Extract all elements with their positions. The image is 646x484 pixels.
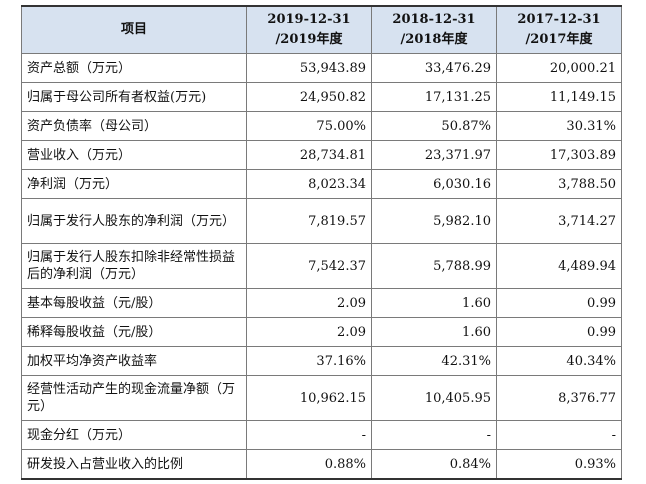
row-value: 11,149.15 — [496, 82, 622, 112]
row-label: 加权平均净资产收益率 — [21, 346, 247, 376]
row-value: 7,542.37 — [246, 243, 372, 289]
header-2017: 2017-12-31/2017年度 — [496, 5, 622, 54]
row-value: 3,788.50 — [496, 169, 622, 199]
row-value: 50.87% — [371, 111, 497, 141]
header-item: 项目 — [21, 5, 247, 54]
row-value: 5,788.99 — [371, 243, 497, 289]
row-value: 53,943.89 — [246, 53, 372, 83]
row-value: 8,023.34 — [246, 169, 372, 199]
row-value: 2.09 — [246, 288, 372, 318]
row-value: 5,982.10 — [371, 198, 497, 244]
row-value: 28,734.81 — [246, 140, 372, 170]
table-row: 研发投入占营业收入的比例 0.88% 0.84% 0.93% — [21, 449, 622, 480]
row-value: 1.60 — [371, 288, 497, 318]
row-value: 0.88% — [246, 449, 372, 480]
row-value: 24,950.82 — [246, 82, 372, 112]
header-2018: 2018-12-31/2018年度 — [371, 5, 497, 54]
financial-table-container: 项目 2019-12-31/2019年度 2018-12-31/2018年度 2… — [21, 5, 622, 480]
row-value: 23,371.97 — [371, 140, 497, 170]
table-row: 归属于发行人股东的净利润（万元） 7,819.57 5,982.10 3,714.27 — [21, 198, 622, 244]
row-value: 8,376.77 — [496, 375, 622, 421]
row-value: 0.93% — [496, 449, 622, 480]
row-value: - — [496, 420, 622, 450]
row-value: 1.60 — [371, 317, 497, 347]
row-value: 75.00% — [246, 111, 372, 141]
table-row: 归属于母公司所有者权益(万元) 24,950.82 17,131.25 11,149.… — [21, 82, 622, 112]
row-label: 归属于发行人股东的净利润（万元） — [21, 198, 247, 244]
row-value: 33,476.29 — [371, 53, 497, 83]
header-2017-date: 2017-12-31/2017年度 — [517, 12, 601, 47]
row-value: - — [371, 420, 497, 450]
row-value: 10,405.95 — [371, 375, 497, 421]
row-label: 稀释每股收益（元/股） — [21, 317, 247, 347]
row-value: 4,489.94 — [496, 243, 622, 289]
row-value: - — [246, 420, 372, 450]
table-row: 资产负债率（母公司） 75.00% 50.87% 30.31% — [21, 111, 622, 141]
row-label: 净利润（万元） — [21, 169, 247, 199]
table-row: 稀释每股收益（元/股） 2.09 1.60 0.99 — [21, 317, 622, 347]
row-label: 经营性活动产生的现金流量净额（万元） — [21, 375, 247, 421]
table-row: 净利润（万元） 8,023.34 6,030.16 3,788.50 — [21, 169, 622, 199]
row-value: 0.84% — [371, 449, 497, 480]
row-value: 17,131.25 — [371, 82, 497, 112]
row-value: 0.99 — [496, 288, 622, 318]
row-value: 0.99 — [496, 317, 622, 347]
table-row: 经营性活动产生的现金流量净额（万元） 10,962.15 10,405.95 8,37… — [21, 375, 622, 421]
table-row: 加权平均净资产收益率 37.16% 42.31% 40.34% — [21, 346, 622, 376]
row-value: 2.09 — [246, 317, 372, 347]
row-value: 20,000.21 — [496, 53, 622, 83]
financial-summary-table: 项目 2019-12-31/2019年度 2018-12-31/2018年度 2… — [21, 5, 622, 480]
table-row: 资产总额（万元） 53,943.89 33,476.29 20,000.21 — [21, 53, 622, 83]
row-label: 研发投入占营业收入的比例 — [21, 449, 247, 480]
row-label: 基本每股收益（元/股） — [21, 288, 247, 318]
row-label: 资产总额（万元） — [21, 53, 247, 83]
row-value: 40.34% — [496, 346, 622, 376]
row-label: 资产负债率（母公司） — [21, 111, 247, 141]
table-row: 归属于发行人股东扣除非经常性损益后的净利润（万元） 7,542.37 5,788.9… — [21, 243, 622, 289]
header-2018-date: 2018-12-31/2018年度 — [392, 12, 476, 47]
row-value: 7,819.57 — [246, 198, 372, 244]
row-value: 3,714.27 — [496, 198, 622, 244]
row-value: 30.31% — [496, 111, 622, 141]
table-row: 现金分红（万元） - - - — [21, 420, 622, 450]
header-2019: 2019-12-31/2019年度 — [246, 5, 372, 54]
row-value: 6,030.16 — [371, 169, 497, 199]
table-body: 资产总额（万元） 53,943.89 33,476.29 20,000.21 归属于母公… — [21, 53, 622, 480]
row-label: 营业收入（万元） — [21, 140, 247, 170]
row-value: 17,303.89 — [496, 140, 622, 170]
table-header-row: 项目 2019-12-31/2019年度 2018-12-31/2018年度 2… — [21, 5, 622, 54]
row-label: 归属于发行人股东扣除非经常性损益后的净利润（万元） — [21, 243, 247, 289]
row-label: 现金分红（万元） — [21, 420, 247, 450]
table-row: 基本每股收益（元/股） 2.09 1.60 0.99 — [21, 288, 622, 318]
row-value: 37.16% — [246, 346, 372, 376]
row-value: 42.31% — [371, 346, 497, 376]
header-2019-date: 2019-12-31/2019年度 — [267, 12, 351, 47]
row-label: 归属于母公司所有者权益(万元) — [21, 82, 247, 112]
row-value: 10,962.15 — [246, 375, 372, 421]
table-row: 营业收入（万元） 28,734.81 23,371.97 17,303.89 — [21, 140, 622, 170]
